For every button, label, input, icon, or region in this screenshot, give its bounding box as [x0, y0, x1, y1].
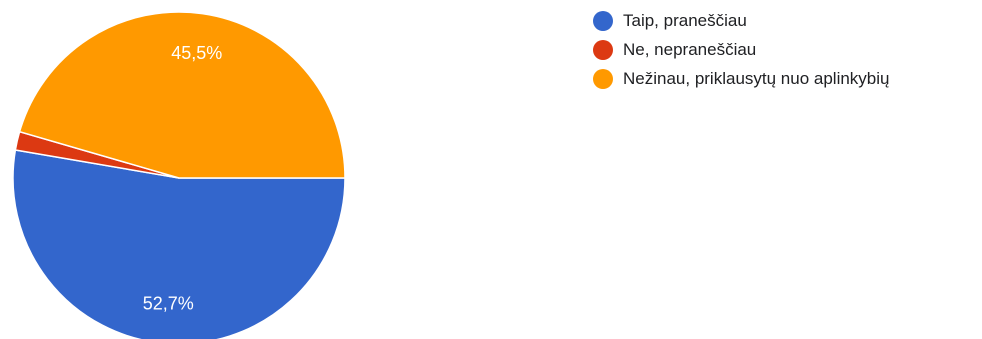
pie-label-unsure: 45,5%	[171, 43, 222, 63]
legend-swatch-yes	[593, 10, 613, 31]
legend-swatch-unsure	[593, 68, 613, 89]
pie-label-yes: 52,7%	[143, 294, 194, 314]
legend-label-yes: Taip, praneščiau	[623, 10, 747, 30]
legend-item-no[interactable]: Ne, nepraneščiau	[593, 35, 890, 64]
pie-slice-unsure[interactable]	[18, 11, 346, 179]
legend-item-unsure[interactable]: Nežinau, priklausytų nuo aplinkybių	[593, 64, 890, 93]
pie-slice-yes[interactable]	[12, 149, 346, 339]
pie-slices	[12, 11, 346, 339]
pie-value-labels: 52,7% 45,5%	[143, 43, 223, 314]
legend-label-unsure: Nežinau, priklausytų nuo aplinkybių	[623, 68, 890, 88]
legend-label-no: Ne, nepraneščiau	[623, 39, 757, 59]
legend-item-yes[interactable]: Taip, praneščiau	[593, 6, 890, 35]
legend-swatch-no	[593, 39, 613, 60]
legend: Taip, praneščiau Ne, nepraneščiau Nežina…	[593, 6, 890, 93]
